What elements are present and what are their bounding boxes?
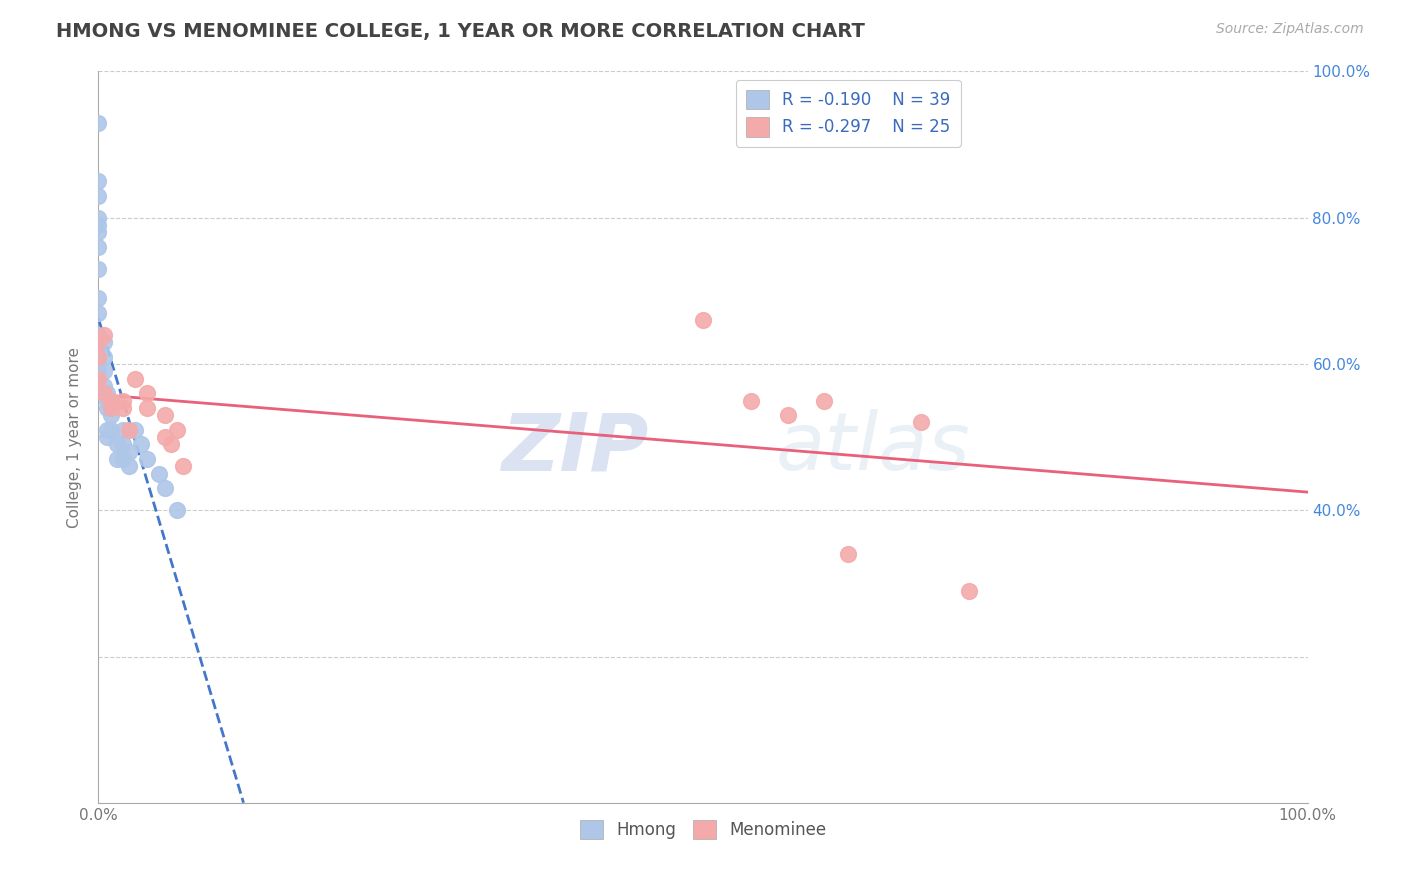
Point bbox=[105, 437, 128, 451]
Point bbox=[124, 423, 146, 437]
Point bbox=[148, 467, 170, 481]
Text: Source: ZipAtlas.com: Source: ZipAtlas.com bbox=[1216, 22, 1364, 37]
Point bbox=[153, 408, 176, 422]
Point bbox=[96, 393, 118, 408]
Point bbox=[172, 459, 194, 474]
Text: ZIP: ZIP bbox=[501, 409, 648, 487]
Point bbox=[87, 334, 110, 349]
Point bbox=[93, 364, 115, 378]
Point bbox=[87, 350, 110, 364]
Point bbox=[87, 240, 110, 254]
Point bbox=[111, 423, 134, 437]
Point bbox=[135, 401, 157, 415]
Text: atlas: atlas bbox=[776, 409, 970, 487]
Point bbox=[87, 218, 110, 232]
Point bbox=[96, 401, 118, 415]
Point bbox=[111, 437, 134, 451]
Point bbox=[166, 503, 188, 517]
Point bbox=[93, 334, 115, 349]
Point bbox=[813, 393, 835, 408]
Point bbox=[100, 401, 122, 415]
Point bbox=[135, 452, 157, 467]
Point bbox=[87, 115, 110, 129]
Point bbox=[96, 386, 118, 401]
Point bbox=[87, 350, 110, 364]
Point bbox=[105, 452, 128, 467]
Point bbox=[87, 334, 110, 349]
Point bbox=[87, 371, 110, 385]
Point bbox=[87, 306, 110, 320]
Point bbox=[166, 423, 188, 437]
Point bbox=[87, 261, 110, 276]
Point bbox=[129, 437, 152, 451]
Point bbox=[96, 430, 118, 444]
Point bbox=[111, 452, 134, 467]
Point bbox=[118, 459, 141, 474]
Point bbox=[740, 393, 762, 408]
Point bbox=[96, 423, 118, 437]
Point bbox=[135, 386, 157, 401]
Point bbox=[93, 350, 115, 364]
Point bbox=[87, 211, 110, 225]
Point bbox=[111, 393, 134, 408]
Point bbox=[910, 416, 932, 430]
Point bbox=[87, 364, 110, 378]
Point bbox=[100, 393, 122, 408]
Point bbox=[100, 408, 122, 422]
Legend: Hmong, Menominee: Hmong, Menominee bbox=[572, 814, 834, 846]
Point bbox=[118, 423, 141, 437]
Point bbox=[93, 379, 115, 393]
Point bbox=[87, 225, 110, 239]
Point bbox=[153, 481, 176, 495]
Point bbox=[87, 291, 110, 305]
Point bbox=[692, 313, 714, 327]
Point bbox=[118, 444, 141, 458]
Point bbox=[87, 327, 110, 342]
Point bbox=[87, 174, 110, 188]
Point bbox=[111, 401, 134, 415]
Point bbox=[776, 408, 799, 422]
Y-axis label: College, 1 year or more: College, 1 year or more bbox=[67, 347, 83, 527]
Point bbox=[957, 583, 980, 598]
Text: HMONG VS MENOMINEE COLLEGE, 1 YEAR OR MORE CORRELATION CHART: HMONG VS MENOMINEE COLLEGE, 1 YEAR OR MO… bbox=[56, 22, 865, 41]
Point bbox=[124, 371, 146, 385]
Point bbox=[160, 437, 183, 451]
Point bbox=[100, 393, 122, 408]
Point bbox=[93, 327, 115, 342]
Point bbox=[87, 188, 110, 202]
Point bbox=[100, 423, 122, 437]
Point bbox=[837, 547, 859, 561]
Point bbox=[93, 386, 115, 401]
Point bbox=[153, 430, 176, 444]
